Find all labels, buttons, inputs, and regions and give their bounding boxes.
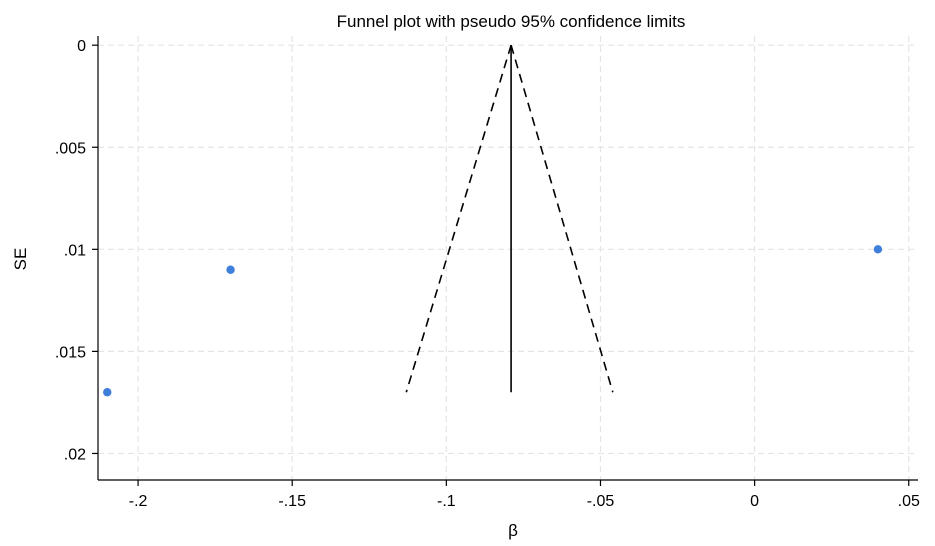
- x-tick-label: -.1: [437, 493, 456, 510]
- upper-confidence-limit-line: [510, 44, 614, 393]
- axes: [97, 36, 918, 481]
- data-point: [226, 265, 235, 274]
- y-tick-label: .02: [64, 446, 86, 463]
- y-axis-ticks: 0 .005 .01 .015 .02: [55, 38, 98, 463]
- data-point: [103, 388, 112, 397]
- x-axis-ticks: -.2 -.15 -.1 -.05 0 .05: [129, 480, 920, 510]
- x-tick-label: -.15: [278, 493, 306, 510]
- data-point: [873, 245, 883, 254]
- gridlines: [98, 36, 918, 480]
- funnel-lines: [405, 44, 614, 393]
- y-tick-label: .01: [64, 242, 86, 259]
- data-points: [103, 245, 883, 397]
- y-tick-label: 0: [77, 38, 86, 55]
- lower-confidence-limit-line: [405, 44, 512, 393]
- x-tick-label: -.05: [587, 493, 615, 510]
- x-tick-label: .05: [898, 493, 920, 510]
- x-tick-label: -.2: [129, 493, 148, 510]
- y-tick-label: .005: [55, 140, 86, 157]
- y-tick-label: .015: [55, 344, 86, 361]
- x-tick-label: 0: [750, 493, 759, 510]
- chart-title: Funnel plot with pseudo 95% confidence l…: [337, 12, 686, 31]
- y-axis-label: SE: [11, 248, 30, 271]
- x-axis-label: β: [508, 521, 518, 540]
